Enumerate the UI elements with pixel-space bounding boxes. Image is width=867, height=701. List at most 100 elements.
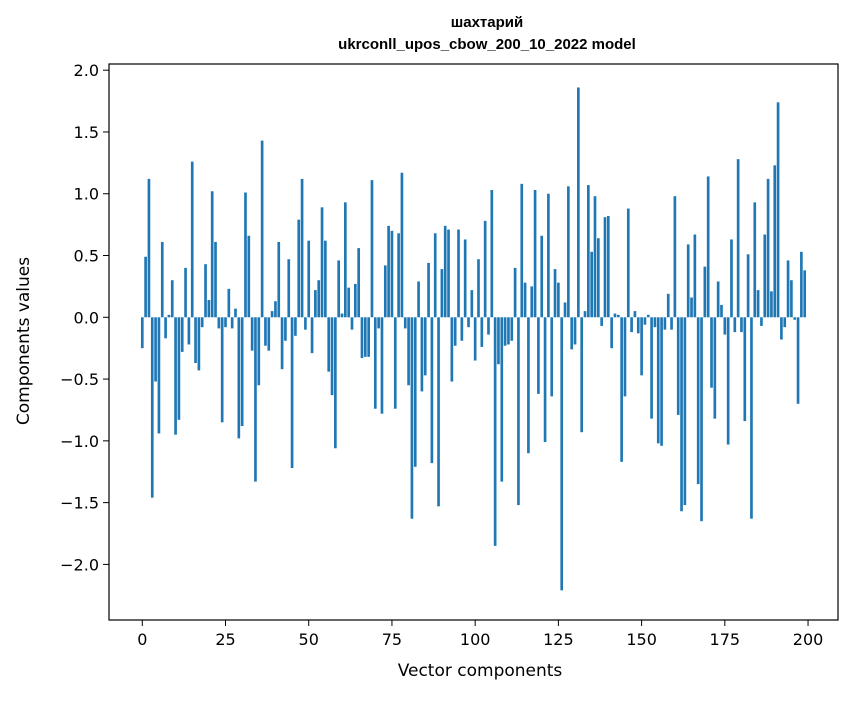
x-tick-label: 200 — [793, 630, 824, 649]
bar-106 — [493, 317, 497, 546]
x-tick-label: 0 — [137, 630, 147, 649]
bar-192 — [780, 317, 783, 340]
bar-113 — [517, 317, 520, 506]
bar-194 — [786, 260, 790, 318]
bar-75 — [390, 230, 394, 318]
bar-131 — [577, 87, 580, 318]
bar-81 — [410, 317, 414, 519]
bar-103 — [483, 220, 487, 318]
bar-7 — [164, 317, 167, 339]
bar-135 — [590, 251, 593, 318]
bar-179 — [736, 159, 740, 318]
bar-175 — [723, 317, 727, 335]
bars-group — [140, 87, 807, 591]
bar-142 — [613, 313, 617, 318]
bar-117 — [530, 286, 534, 318]
y-tick-label: −1.5 — [60, 494, 99, 513]
bar-12 — [180, 317, 184, 352]
bar-126 — [560, 317, 564, 591]
x-tick-label: 125 — [543, 630, 574, 649]
bar-96 — [460, 317, 464, 341]
bar-30 — [240, 317, 244, 427]
bar-14 — [187, 317, 191, 345]
plot-frame — [108, 63, 839, 621]
bar-73 — [383, 265, 387, 318]
bar-165 — [690, 297, 693, 318]
bar-95 — [457, 229, 460, 318]
bar-168 — [700, 317, 703, 522]
bar-176 — [726, 317, 730, 445]
bar-193 — [783, 317, 787, 328]
bar-132 — [580, 317, 584, 433]
bar-188 — [766, 178, 770, 318]
bar-127 — [563, 302, 567, 318]
y-tick-label: −0.5 — [60, 370, 99, 389]
bar-141 — [610, 317, 613, 349]
bar-32 — [247, 235, 251, 318]
bar-13 — [184, 267, 187, 318]
bar-149 — [636, 317, 640, 334]
bar-197 — [796, 317, 800, 404]
bar-24 — [220, 317, 224, 423]
y-tick-label: 1.0 — [74, 185, 99, 204]
bar-121 — [543, 317, 547, 443]
bar-50 — [307, 240, 311, 318]
bar-182 — [746, 254, 750, 318]
bar-49 — [304, 317, 307, 330]
bar-180 — [740, 317, 743, 333]
bar-45 — [290, 317, 294, 469]
bar-68 — [367, 317, 370, 357]
bar-187 — [763, 234, 767, 318]
bar-37 — [264, 317, 267, 346]
bar-115 — [523, 282, 527, 318]
bar-11 — [177, 317, 181, 420]
bar-152 — [646, 314, 650, 318]
y-tick-label: 0.5 — [74, 247, 99, 266]
bar-150 — [640, 317, 643, 376]
bar-46 — [294, 317, 297, 336]
bar-174 — [720, 304, 723, 318]
bar-34 — [254, 317, 257, 482]
bar-44 — [287, 259, 291, 318]
bar-21 — [210, 191, 214, 318]
bar-33 — [250, 317, 254, 351]
bar-25 — [224, 317, 227, 328]
y-axis-label: Components values — [14, 257, 34, 425]
bar-58 — [334, 317, 337, 449]
bar-74 — [387, 225, 390, 318]
bar-8 — [167, 314, 171, 318]
bar-20 — [207, 299, 211, 318]
bar-39 — [270, 311, 274, 318]
y-tick-label: −1.0 — [60, 432, 99, 451]
bar-77 — [397, 233, 400, 318]
bar-41 — [277, 241, 281, 318]
bar-112 — [513, 267, 517, 318]
bar-195 — [790, 280, 793, 318]
bar-118 — [533, 190, 537, 318]
bar-143 — [616, 314, 620, 318]
x-tick-label: 175 — [710, 630, 741, 649]
bar-140 — [606, 215, 610, 318]
bar-189 — [770, 291, 773, 318]
bar-91 — [443, 225, 447, 318]
bar-185 — [756, 290, 760, 318]
bar-178 — [733, 317, 737, 333]
bar-22 — [214, 241, 217, 318]
bar-190 — [773, 165, 777, 318]
bar-125 — [557, 282, 560, 318]
bar-147 — [630, 317, 633, 333]
bar-158 — [666, 293, 670, 318]
bar-56 — [327, 317, 331, 372]
bar-163 — [683, 317, 687, 506]
bar-108 — [500, 317, 504, 482]
bar-109 — [503, 317, 507, 346]
bar-26 — [227, 288, 231, 318]
y-axis-ticks: 2.0 1.5 1.0 0.5 0.0 −0.5 −1.0 −1.5 −2.0 — [60, 61, 109, 574]
bar-169 — [703, 266, 707, 318]
bar-59 — [337, 260, 341, 318]
bar-18 — [200, 317, 204, 328]
bar-104 — [487, 317, 490, 335]
bar-15 — [190, 161, 194, 318]
bar-183 — [750, 317, 753, 519]
